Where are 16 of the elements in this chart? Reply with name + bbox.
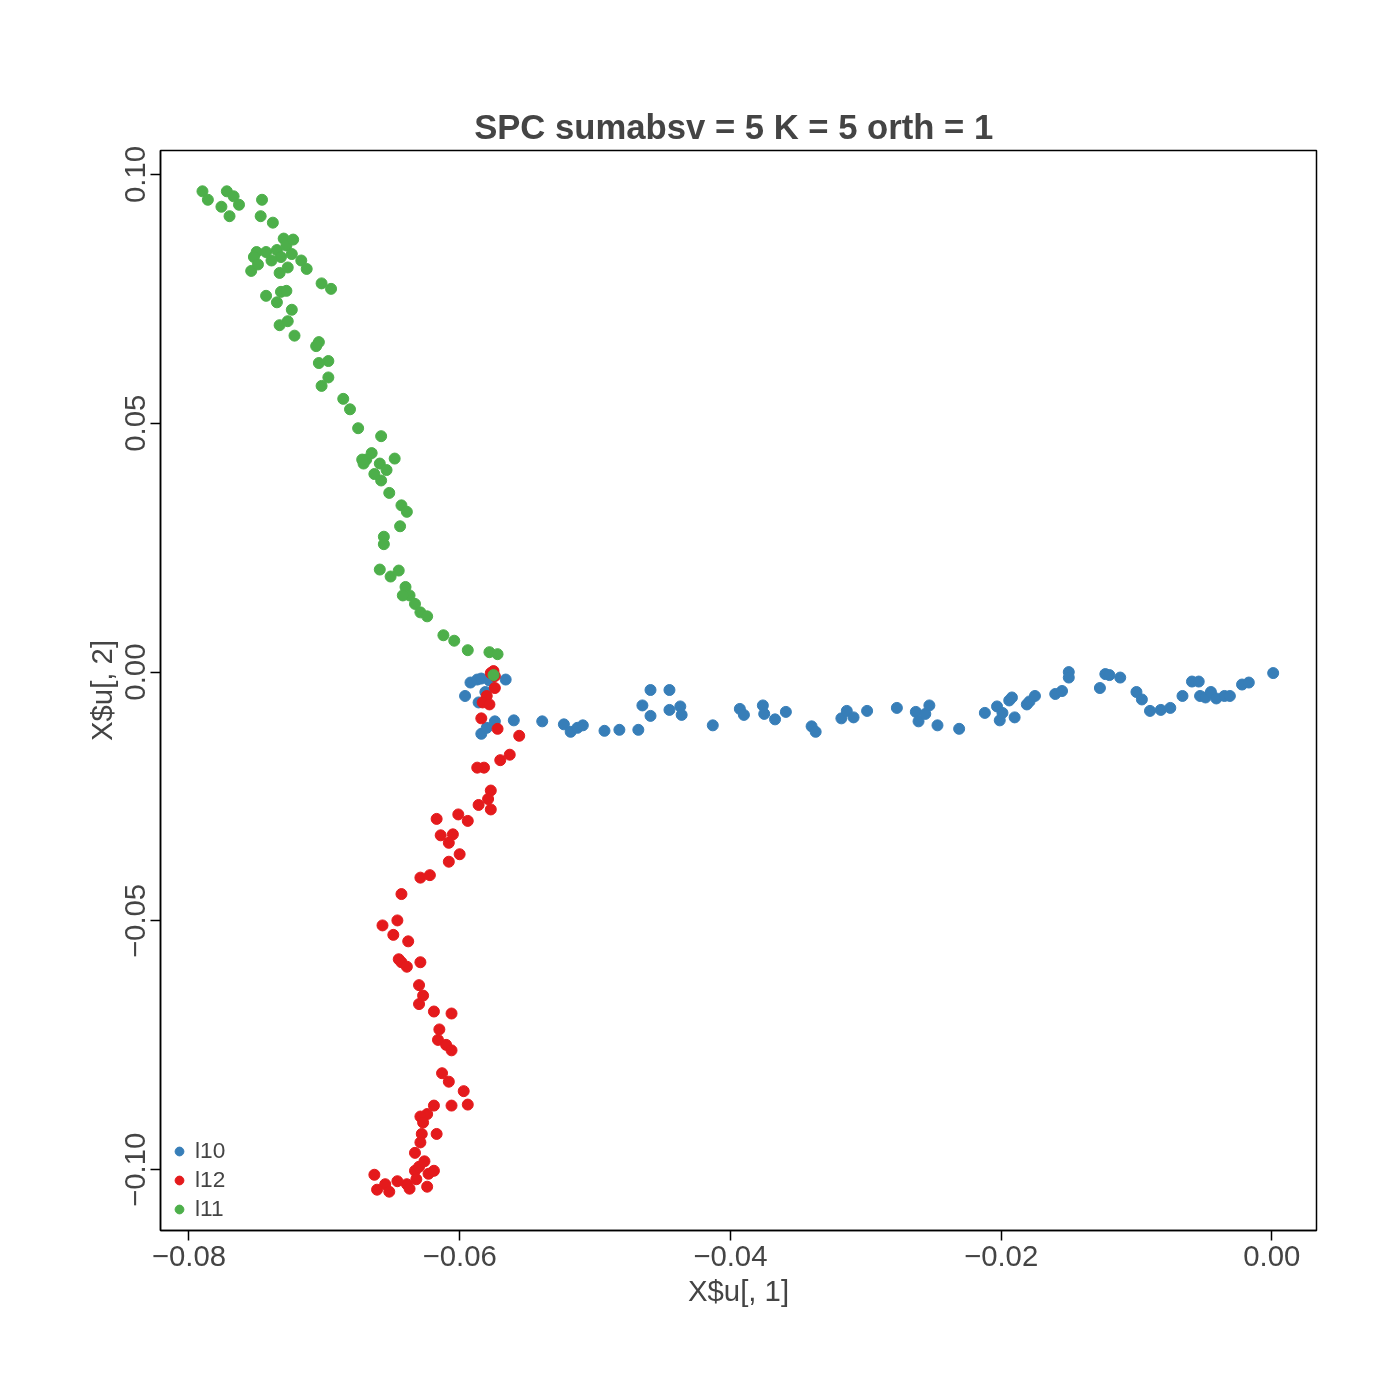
x-tick-label: −0.04 [693,1238,768,1272]
y-tick-label: 0.10 [118,145,152,203]
x-tick-label: −0.08 [151,1238,227,1272]
x-tick-label: 0.00 [1243,1238,1301,1272]
y-tick-label: −0.10 [118,1132,152,1207]
x-axis-title: X$u[, 1] [687,1273,790,1307]
y-tick-label: 0.00 [118,643,152,701]
x-tick-label: −0.02 [964,1238,1039,1272]
y-tick-label: −0.05 [118,883,152,959]
legend-label: l12 [195,1166,226,1193]
chart-title: SPC sumabsv = 5 K = 5 orth = 1 [474,107,994,146]
x-tick-label: −0.06 [422,1238,497,1272]
legend-label: l10 [195,1137,226,1164]
legend-label: l11 [195,1195,224,1222]
y-axis-title: X$u[, 2] [84,639,118,742]
y-tick-label: 0.05 [118,394,152,452]
